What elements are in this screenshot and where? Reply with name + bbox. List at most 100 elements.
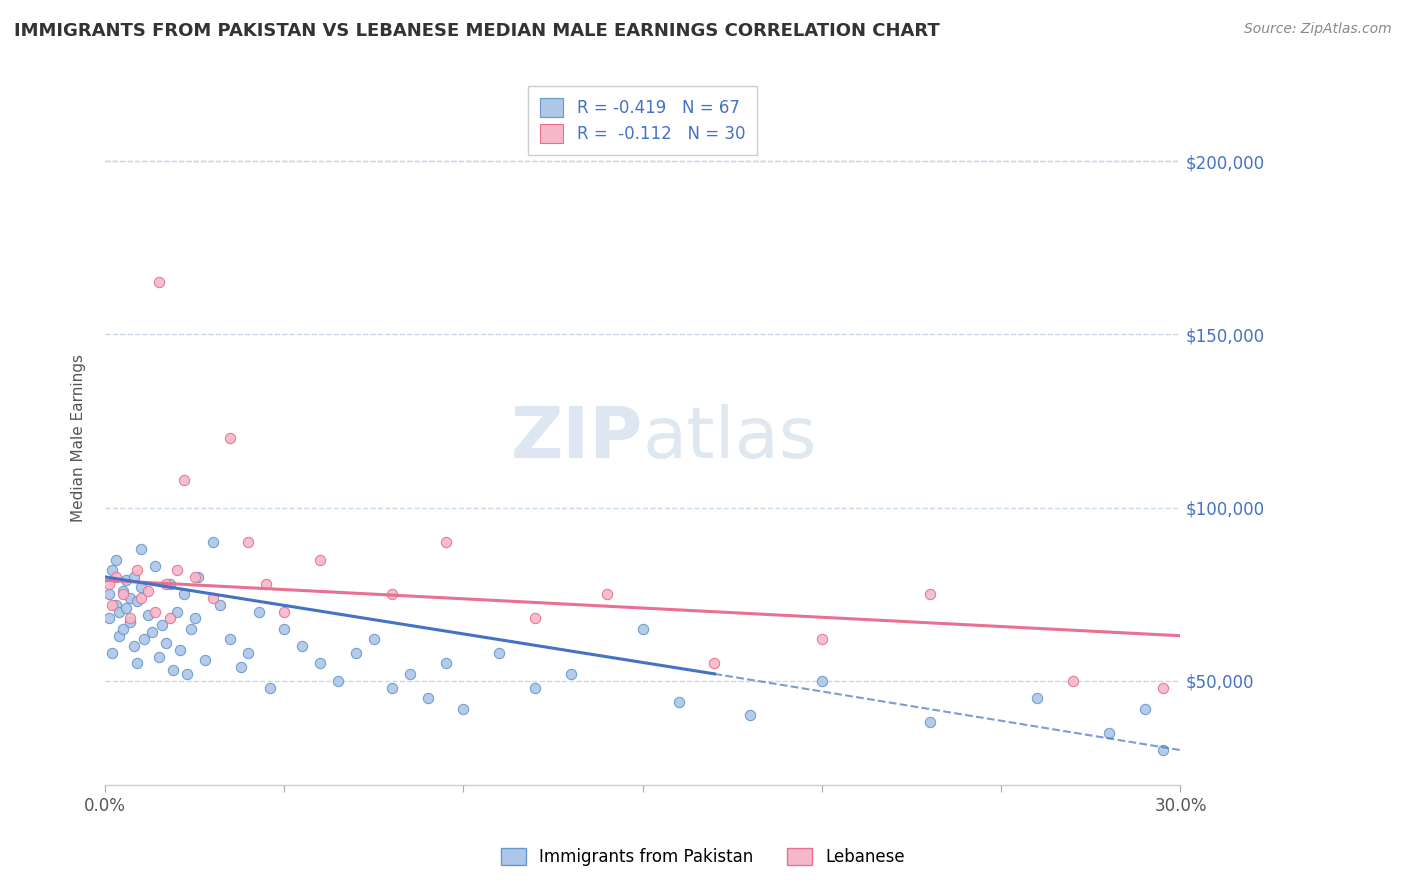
Point <box>127 563 149 577</box>
Point <box>115 574 138 588</box>
Point <box>97 587 120 601</box>
Point <box>108 629 131 643</box>
Point <box>111 583 134 598</box>
Point <box>434 535 457 549</box>
Point <box>1026 691 1049 706</box>
Point <box>166 563 188 577</box>
Point <box>247 605 270 619</box>
Point <box>398 666 420 681</box>
Point <box>381 681 404 695</box>
Point <box>194 653 217 667</box>
Point <box>104 570 127 584</box>
Point <box>120 615 142 629</box>
Point <box>291 639 314 653</box>
Point <box>740 708 762 723</box>
Point <box>159 611 181 625</box>
Point <box>176 666 198 681</box>
Point <box>238 535 260 549</box>
Point <box>309 657 332 671</box>
Point <box>1152 743 1174 757</box>
Point <box>180 622 202 636</box>
Point <box>231 660 253 674</box>
Text: ZIP: ZIP <box>510 404 643 473</box>
Text: atlas: atlas <box>643 404 817 473</box>
Point <box>1062 673 1084 688</box>
Point <box>111 587 134 601</box>
Point <box>488 646 510 660</box>
Point <box>596 587 619 601</box>
Point <box>208 598 231 612</box>
Point <box>136 607 159 622</box>
Point <box>141 625 163 640</box>
Point <box>104 552 127 566</box>
Point <box>219 431 242 445</box>
Point <box>134 632 156 647</box>
Point <box>703 657 725 671</box>
Point <box>143 559 166 574</box>
Point <box>150 618 173 632</box>
Point <box>122 639 145 653</box>
Legend: R = -0.419   N = 67, R =  -0.112   N = 30: R = -0.419 N = 67, R = -0.112 N = 30 <box>529 87 756 154</box>
Point <box>187 570 209 584</box>
Text: Source: ZipAtlas.com: Source: ZipAtlas.com <box>1244 22 1392 37</box>
Point <box>560 666 582 681</box>
Point <box>259 681 281 695</box>
Point <box>254 576 277 591</box>
Point <box>155 636 177 650</box>
Point <box>169 642 191 657</box>
Point <box>97 576 120 591</box>
Point <box>631 622 654 636</box>
Point <box>524 611 547 625</box>
Y-axis label: Median Male Earnings: Median Male Earnings <box>72 354 86 522</box>
Point <box>273 622 295 636</box>
Point <box>1152 681 1174 695</box>
Point <box>101 563 124 577</box>
Point <box>201 591 224 605</box>
Point <box>162 664 184 678</box>
Point <box>453 701 475 715</box>
Point <box>416 691 439 706</box>
Point <box>120 611 142 625</box>
Point <box>129 542 152 557</box>
Point <box>97 611 120 625</box>
Point <box>1098 726 1121 740</box>
Point <box>129 591 152 605</box>
Point <box>434 657 457 671</box>
Point <box>148 276 170 290</box>
Point <box>166 605 188 619</box>
Point <box>173 587 195 601</box>
Point <box>120 591 142 605</box>
Point <box>811 673 834 688</box>
Point <box>326 673 349 688</box>
Point <box>381 587 404 601</box>
Point <box>811 632 834 647</box>
Point <box>127 594 149 608</box>
Point <box>918 715 941 730</box>
Point <box>1133 701 1156 715</box>
Point <box>101 598 124 612</box>
Point <box>238 646 260 660</box>
Point <box>183 570 205 584</box>
Point <box>668 695 690 709</box>
Point <box>344 646 367 660</box>
Point <box>115 601 138 615</box>
Point <box>143 605 166 619</box>
Point <box>159 576 181 591</box>
Point <box>219 632 242 647</box>
Point <box>918 587 941 601</box>
Point <box>104 598 127 612</box>
Point <box>129 580 152 594</box>
Point <box>363 632 385 647</box>
Point <box>122 570 145 584</box>
Point <box>524 681 547 695</box>
Point <box>136 583 159 598</box>
Point <box>183 611 205 625</box>
Point <box>101 646 124 660</box>
Point <box>127 657 149 671</box>
Text: IMMIGRANTS FROM PAKISTAN VS LEBANESE MEDIAN MALE EARNINGS CORRELATION CHART: IMMIGRANTS FROM PAKISTAN VS LEBANESE MED… <box>14 22 939 40</box>
Point <box>201 535 224 549</box>
Point <box>111 622 134 636</box>
Point <box>309 552 332 566</box>
Legend: Immigrants from Pakistan, Lebanese: Immigrants from Pakistan, Lebanese <box>492 840 914 875</box>
Point <box>108 605 131 619</box>
